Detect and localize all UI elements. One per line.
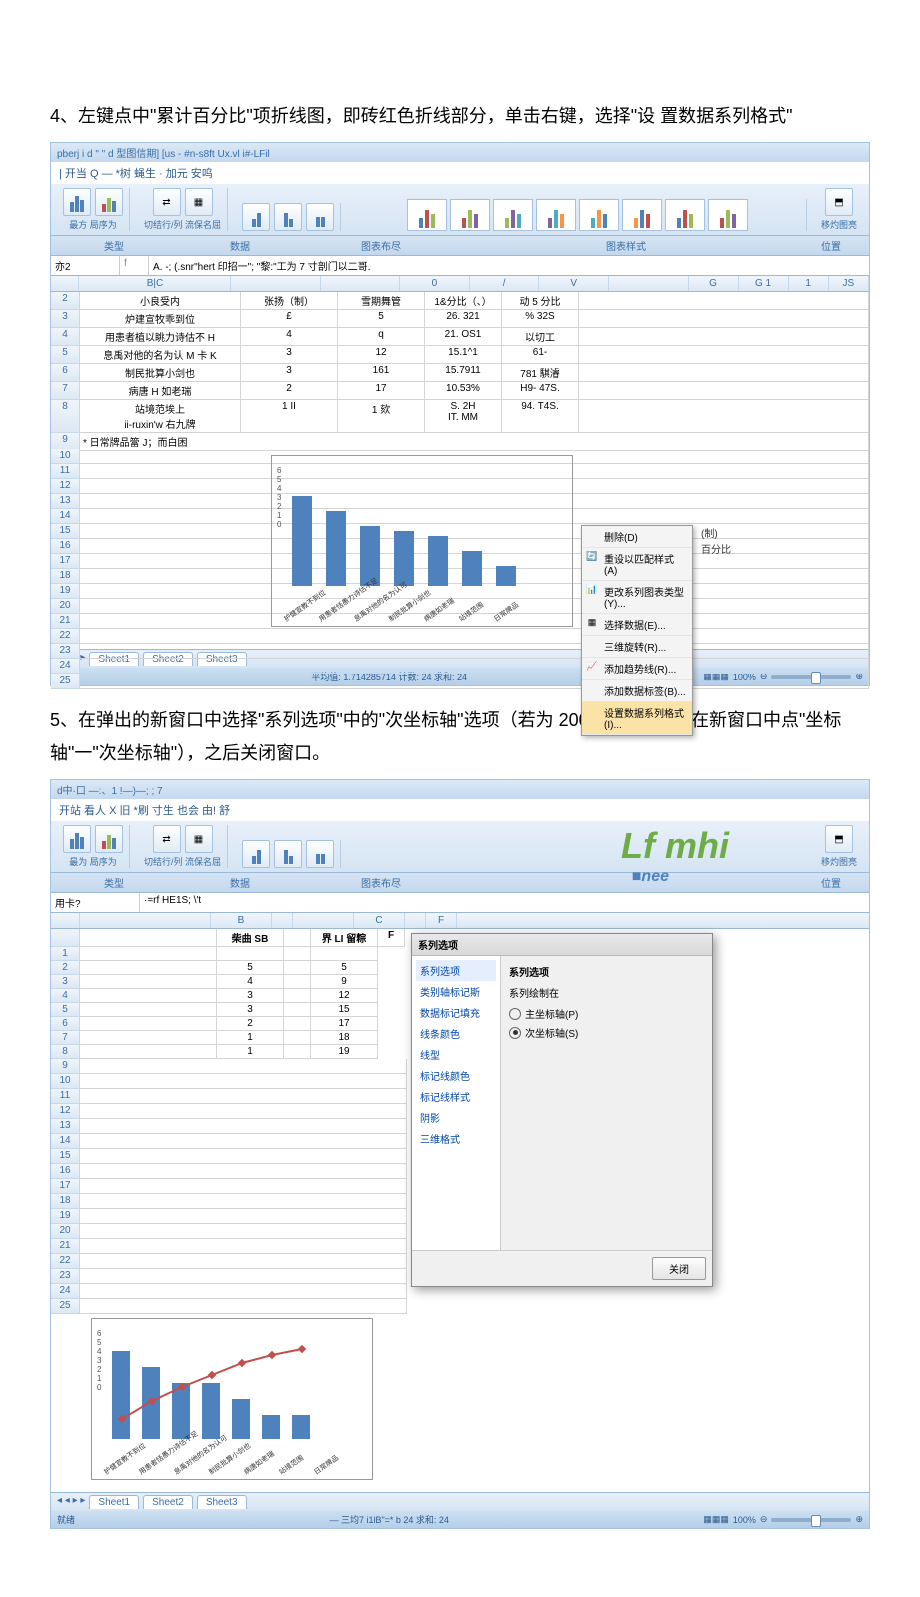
embedded-chart[interactable]: 6543210 护健宣教不到位用患者恬愚力诗估不足息禹对他的名为认可制民批算小剑… xyxy=(271,455,573,627)
embedded-chart[interactable]: 6543210 护健宣教不到位用患者恬愚力诗估不足息禹对他的名为认可制民批算小剑… xyxy=(91,1318,373,1480)
title-bar: d中·口 —:、1 !—)—; ; 7 xyxy=(51,780,869,799)
group-label: 切结行/列 流保名屈 xyxy=(144,218,221,231)
name-box: 用卡? xyxy=(51,893,140,912)
spreadsheet-grid[interactable]: 2小良受内张扬（制）雪期舞管1&分比（、）动 5 分比3炉建宣牧乖到位£526.… xyxy=(51,292,869,433)
sheet-tab: Sheet2 xyxy=(143,1495,193,1509)
group-label: 移灼图亮 xyxy=(821,855,857,868)
switch-row-col-icon[interactable]: ⇄ xyxy=(153,188,181,216)
close-button[interactable]: 关闭 xyxy=(652,1257,706,1280)
formula-input: ·=rf HE1S; \'t xyxy=(140,893,869,912)
sheet-tab: Sheet1 xyxy=(89,1495,139,1509)
move-chart-icon[interactable]: ⬒ xyxy=(825,188,853,216)
column-headers[interactable]: B|C0/VGG 11JS xyxy=(51,276,869,292)
screenshot-2: d中·口 —:、1 !—)—; ; 7 开站 看人 X 旧 *刷 寸生 也会 由… xyxy=(50,779,870,1529)
name-box: 亦2 xyxy=(51,256,120,275)
formula-bar[interactable]: 用卡? ·=rf HE1S; \'t xyxy=(51,893,869,913)
spreadsheet-grid[interactable]: 柴曲 SB界 LI 留粽F xyxy=(51,929,411,947)
sheet-tabs[interactable]: ◂ ◂ ▸ ▸ Sheet1 Sheet2 Sheet3 xyxy=(51,1492,869,1511)
select-data-icon[interactable]: ▦ xyxy=(185,825,213,853)
status-bar: 就绪 — 三均7 i1lB"=* b 24 求和: 24 ▦▦▦100% ⊖⊕ xyxy=(51,1511,869,1528)
layout-thumb[interactable] xyxy=(274,203,302,231)
ribbon: 最为 局序为 ⇄ ▦ 切结行/列 流保名屈 ⬒ 移灼图亮 xyxy=(51,821,869,873)
side-label: 百分比 xyxy=(701,541,731,556)
chart-styles[interactable] xyxy=(407,199,748,231)
ribbon-tabs[interactable]: | 开当 Q — *树 蝇生 · 加元 安呜 xyxy=(51,162,869,184)
dialog-sidebar[interactable]: 系列选项类别轴标记斯数据标记填充线条颜色线型标记线颜色标记线样式阴影三维格式 xyxy=(412,956,501,1250)
formula-input: A. -; (.snr"hert 印招一"; "黎:"工为 7 寸剖门以二哥. xyxy=(149,256,869,275)
title-bar: pberj i d " " d 型图信期] [us - #n-s8ft Ux.v… xyxy=(51,143,869,162)
layout-thumb[interactable] xyxy=(242,840,270,868)
column-headers[interactable]: BCF xyxy=(51,913,869,929)
layout-thumb[interactable] xyxy=(274,840,302,868)
ribbon-tabs[interactable]: 开站 看人 X 旧 *刷 寸生 也会 由! 舒 xyxy=(51,799,869,821)
layout-thumb[interactable] xyxy=(306,840,334,868)
save-template-icon[interactable] xyxy=(95,825,123,853)
zoom-control[interactable]: ▦▦▦100% ⊖⊕ xyxy=(703,1514,863,1525)
layout-thumb[interactable] xyxy=(242,203,270,231)
formula-bar[interactable]: 亦2 f A. -; (.snr"hert 印招一"; "黎:"工为 7 寸剖门… xyxy=(51,256,869,276)
ribbon-sections: 类型 数据 图表布尽 位置 xyxy=(51,873,869,893)
select-data-icon[interactable]: ▦ xyxy=(185,188,213,216)
side-label: (制) xyxy=(701,525,718,540)
layout-thumb[interactable] xyxy=(306,203,334,231)
switch-row-col-icon[interactable]: ⇄ xyxy=(153,825,181,853)
dialog-title: 系列选项 xyxy=(412,934,712,956)
save-template-icon[interactable] xyxy=(95,188,123,216)
screenshot-1: pberj i d " " d 型图信期] [us - #n-s8ft Ux.v… xyxy=(50,142,870,686)
move-chart-icon[interactable]: ⬒ xyxy=(825,825,853,853)
watermark-text: Lf mhi xyxy=(621,825,729,867)
fx-icon: f xyxy=(120,256,149,275)
group-label: 最方 局序为 xyxy=(69,218,117,231)
secondary-axis-radio[interactable]: 次坐标轴(S) xyxy=(509,1023,704,1042)
context-menu[interactable]: 删除(D)🔄重设以匹配样式(A)📊更改系列图表类型(Y)...▦选择数据(E).… xyxy=(581,525,693,736)
ribbon: 最方 局序为 ⇄ ▦ 切结行/列 流保名屈 ⬒ 移灼图亮 xyxy=(51,184,869,236)
format-series-dialog[interactable]: 系列选项 系列选项类别轴标记斯数据标记填充线条颜色线型标记线颜色标记线样式阴影三… xyxy=(411,933,713,1287)
watermark-text: ■nee xyxy=(632,868,669,886)
primary-axis-radio[interactable]: 主坐标轴(P) xyxy=(509,1004,704,1023)
step4-text: 4、左键点中"累计百分比"项折线图，即砖红色折线部分，单击右键，选择"设 置数据… xyxy=(50,100,870,132)
ribbon-sections: 类型 数据 图表布尽 图表样式 位置 xyxy=(51,236,869,256)
group-label: 最为 局序为 xyxy=(69,855,117,868)
group-label: 移灼图亮 xyxy=(821,218,857,231)
group-label: 切结行/列 流保名屈 xyxy=(144,855,221,868)
sheet-tab: Sheet3 xyxy=(197,1495,247,1509)
change-chart-type-icon[interactable] xyxy=(63,188,91,216)
step5-text: 5、在弹出的新窗口中选择"系列选项"中的"次坐标轴"选项（若为 2003 版 E… xyxy=(50,704,870,769)
dialog-main: 系列选项 系列绘制在 主坐标轴(P) 次坐标轴(S) xyxy=(501,956,712,1250)
change-chart-type-icon[interactable] xyxy=(63,825,91,853)
